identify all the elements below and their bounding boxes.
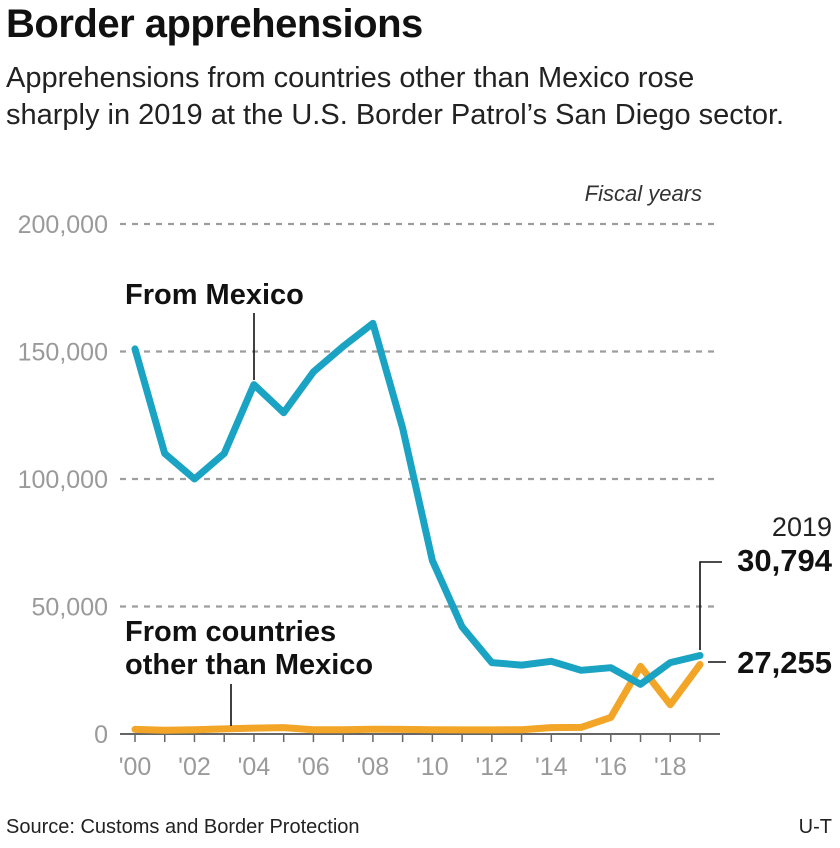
y-tick-label: 0 <box>94 721 108 749</box>
chart-title: Border apprehensions <box>6 2 423 46</box>
end-value-mexico: 30,794 <box>737 543 833 578</box>
x-tick-label: '00 <box>119 753 152 781</box>
series-label-other-line1: From countries <box>125 616 336 648</box>
end-year-label: 2019 <box>772 512 832 542</box>
y-tick-label: 50,000 <box>32 594 108 622</box>
x-tick-label: '02 <box>178 753 211 781</box>
fiscal-years-note: Fiscal years <box>585 181 702 206</box>
chart-subtitle: Apprehensions from countries other than … <box>6 62 785 131</box>
source-note: Source: Customs and Border Protection <box>6 816 360 838</box>
x-tick-label: '12 <box>476 753 509 781</box>
y-axis-ticks: 0 50,000 100,000 150,000 200,000 <box>18 211 108 749</box>
x-tick-label: '16 <box>594 753 627 781</box>
x-tick-label: '14 <box>535 753 568 781</box>
x-axis: '00 '02 '04 '06 '08 '10 '12 '14 '16 '18 <box>119 733 720 781</box>
y-tick-label: 150,000 <box>18 339 108 367</box>
y-tick-label: 200,000 <box>18 211 108 239</box>
series-lines <box>131 319 704 734</box>
y-tick-label: 100,000 <box>18 466 108 494</box>
x-tick-label: '10 <box>416 753 449 781</box>
x-tick-label: '08 <box>357 753 390 781</box>
x-tick-label: '06 <box>297 753 330 781</box>
x-tick-label: '18 <box>654 753 687 781</box>
series-label-mexico: From Mexico <box>125 279 304 311</box>
series-line-mexico <box>131 319 704 688</box>
gridlines <box>120 222 720 608</box>
leader-line-mexico-end <box>699 561 722 650</box>
series-line-other-countries <box>131 661 704 734</box>
end-value-other: 27,255 <box>737 645 832 680</box>
x-tick-label: '04 <box>238 753 271 781</box>
series-label-other-line2: other than Mexico <box>125 649 373 681</box>
credit-label: U-T <box>798 816 832 838</box>
